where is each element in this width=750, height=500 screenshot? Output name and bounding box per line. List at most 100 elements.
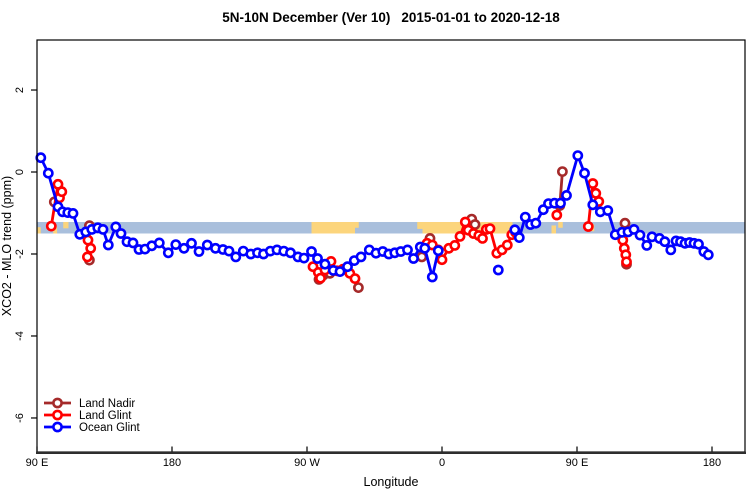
y-axis-label: XCO2 - MLO trend (ppm) xyxy=(0,176,14,316)
legend-label-land-nadir: Land Nadir xyxy=(79,398,135,410)
series-ocean-glint-point xyxy=(509,224,521,236)
series-land-glint-point xyxy=(477,232,488,244)
y-tick-label: -2 xyxy=(14,249,26,259)
series-land-nadir-point xyxy=(352,282,364,293)
series-ocean-glint-point xyxy=(162,247,174,259)
y-tick-label: 0 xyxy=(14,169,26,175)
series-ocean-glint-point xyxy=(561,189,572,201)
series-ocean-glint-point xyxy=(702,249,714,261)
x-axis-label: Longitude xyxy=(364,475,419,489)
x-tick-label: 90 W xyxy=(294,457,320,469)
series-ocean-glint-point xyxy=(67,207,79,219)
x-tick-label: 180 xyxy=(703,457,721,469)
series-ocean-glint-point xyxy=(178,242,190,254)
x-tick-label: 90 E xyxy=(26,457,49,469)
data-series xyxy=(35,150,714,293)
series-ocean-glint-point xyxy=(579,167,590,179)
y-tick-label: -6 xyxy=(14,413,26,423)
legend-label-ocean-glint: Ocean Glint xyxy=(79,422,141,434)
land-patch xyxy=(355,222,359,228)
series-ocean-glint-point xyxy=(519,211,531,223)
x-tick-label: 180 xyxy=(163,457,181,469)
series-land-nadir-point xyxy=(416,251,428,263)
chart-title: 5N-10N December (Ver 10) 2015-01-01 to 20… xyxy=(222,10,560,25)
series-ocean-glint-point xyxy=(186,237,197,249)
series-ocean-glint-point xyxy=(555,197,566,209)
land-patch xyxy=(311,222,355,234)
series-ocean-glint-point xyxy=(342,261,353,273)
series-ocean-glint-point xyxy=(334,266,346,277)
legend-marker-sample xyxy=(52,397,63,409)
chart-title-region: 5N-10N December (Ver 10) xyxy=(222,10,390,25)
legend: Land Nadir Land Glint Ocean Glint xyxy=(44,397,141,434)
x-tick-label: 90 E xyxy=(566,457,589,469)
land-patch xyxy=(558,222,563,228)
series-ocean-glint-point xyxy=(665,244,677,256)
series-ocean-glint-point xyxy=(513,232,525,243)
series-land-glint-point xyxy=(85,242,97,254)
series-ocean-glint-point xyxy=(223,245,235,257)
series-ocean-glint-point xyxy=(102,239,114,251)
series-ocean-glint-point xyxy=(641,239,653,251)
series-land-nadir-point xyxy=(619,217,631,229)
series-ocean-glint-point xyxy=(230,251,242,263)
series-ocean-glint-point xyxy=(312,253,323,264)
series-ocean-glint-point xyxy=(170,239,182,250)
legend-marker-sample xyxy=(52,421,63,433)
series-ocean-glint-point xyxy=(298,252,310,264)
series-ocean-glint-point xyxy=(110,221,122,233)
land-patch xyxy=(37,227,41,234)
series-land-glint-point xyxy=(587,178,599,189)
series-ocean-glint xyxy=(35,150,714,283)
series-ocean-glint-point xyxy=(432,245,444,257)
series-land-glint-point xyxy=(582,221,594,232)
chart-title-dates: 2015-01-01 to 2020-12-18 xyxy=(401,10,560,25)
series-land-glint-point xyxy=(56,186,68,198)
series-ocean-glint-point xyxy=(492,264,504,276)
series-ocean-glint-point xyxy=(602,205,614,216)
series-ocean-glint-point xyxy=(97,223,109,235)
axes: 90 E 180 90 W 0 90 E 180 2 0 -2 -4 -6 xyxy=(14,39,746,469)
series-ocean-glint-point xyxy=(193,246,205,257)
x-tick-label: 0 xyxy=(439,457,445,469)
series-ocean-glint-point xyxy=(127,237,139,249)
series-ocean-glint-point xyxy=(634,229,646,241)
series-land-glint-point xyxy=(501,239,513,251)
legend-marker-sample xyxy=(52,409,63,421)
y-tick-label: -4 xyxy=(14,331,26,341)
series-ocean-glint-point xyxy=(659,236,671,248)
series-ocean-glint-point xyxy=(572,150,584,161)
series-land-glint-point xyxy=(621,256,632,268)
series-ocean-glint-point xyxy=(408,253,419,264)
series-land-glint-point xyxy=(551,209,563,221)
y-tick-label: 2 xyxy=(14,87,26,93)
series-land-nadir-point xyxy=(557,166,568,177)
series-ocean-glint-point xyxy=(355,251,367,263)
series-land-glint-point xyxy=(82,251,93,263)
legend-label-land-glint: Land Glint xyxy=(79,410,132,422)
series-ocean-glint-point xyxy=(419,242,431,254)
series-ocean-glint-point xyxy=(306,246,317,257)
series-ocean-glint-point xyxy=(426,271,438,283)
series-land-glint-point xyxy=(45,220,57,232)
series-ocean-glint-point xyxy=(35,152,47,164)
series-ocean-glint-point xyxy=(42,167,54,179)
series-land-glint-point xyxy=(454,230,466,242)
series-ocean-glint-point xyxy=(402,244,413,256)
series-land-glint-point xyxy=(449,239,461,251)
series-ocean-glint-point xyxy=(587,199,599,211)
series-ocean-glint-point xyxy=(530,217,542,229)
series-land-glint-point xyxy=(436,254,448,266)
ocean-band xyxy=(37,222,745,234)
series-ocean-glint-point xyxy=(115,228,127,239)
series-ocean-glint-point xyxy=(693,238,704,250)
series-ocean-glint-point xyxy=(319,258,331,270)
series-ocean-glint-point xyxy=(153,237,165,249)
series-land-glint-point xyxy=(349,273,361,284)
series-land-glint-point xyxy=(315,272,326,284)
land-patch xyxy=(417,222,423,229)
land-patch xyxy=(63,222,69,229)
series-land-glint-point xyxy=(484,223,496,234)
